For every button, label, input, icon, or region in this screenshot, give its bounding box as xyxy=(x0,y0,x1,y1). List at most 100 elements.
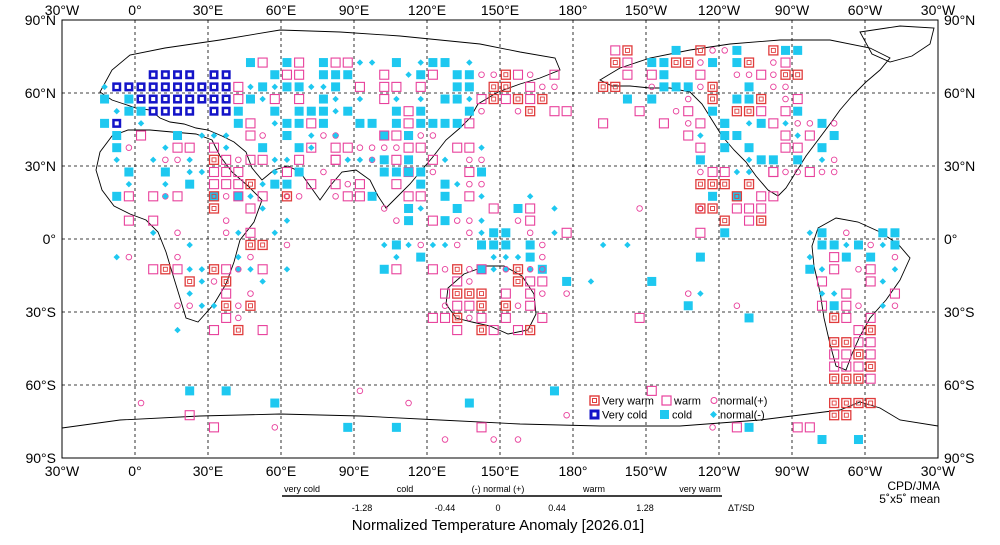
top-longitude-label: 30°W xyxy=(45,2,80,18)
very-warm-marker xyxy=(670,57,682,68)
warm-marker xyxy=(695,118,706,129)
cold-marker xyxy=(732,45,742,55)
normal-minus-marker xyxy=(186,168,193,176)
normal-minus-marker xyxy=(247,193,254,200)
warm-marker xyxy=(148,191,159,202)
normal-plus-marker xyxy=(441,302,449,310)
warm-marker xyxy=(354,191,365,202)
normal-minus-marker xyxy=(308,132,315,139)
very-warm-marker xyxy=(257,239,268,251)
warm-marker xyxy=(829,264,840,275)
warm-marker xyxy=(379,93,390,105)
normal-plus-marker xyxy=(466,266,473,273)
scale-category-cold: cold xyxy=(397,484,414,494)
very-warm-marker xyxy=(208,191,220,202)
warm-marker xyxy=(695,142,706,153)
normal-plus-marker xyxy=(405,399,412,407)
cold-marker xyxy=(294,82,304,92)
normal-minus-marker xyxy=(308,144,315,151)
warm-marker xyxy=(841,300,852,311)
normal-minus-marker xyxy=(332,108,339,115)
normal-plus-marker xyxy=(344,180,352,188)
normal-plus-marker xyxy=(441,266,449,273)
warm-marker xyxy=(598,118,609,129)
normal-minus-marker xyxy=(441,156,449,164)
very-cold-marker-inner xyxy=(151,84,156,89)
normal-minus-marker xyxy=(393,253,400,261)
warm-marker xyxy=(221,166,232,178)
normal-plus-marker xyxy=(186,302,193,310)
warm-marker xyxy=(804,166,815,178)
normal-minus-marker xyxy=(368,59,376,66)
warm-marker xyxy=(123,215,134,226)
very-warm-marker xyxy=(683,57,694,68)
warm-marker xyxy=(233,179,244,190)
normal-minus-marker xyxy=(308,83,315,91)
very-warm-marker xyxy=(743,57,755,68)
warm-marker xyxy=(561,106,572,117)
warm-marker xyxy=(792,422,803,433)
warm-marker xyxy=(476,93,487,105)
warm-marker xyxy=(403,142,414,153)
warm-marker xyxy=(452,325,463,336)
normal-plus-marker xyxy=(782,95,789,103)
scale-tick-4: 0.44 xyxy=(548,503,566,513)
warm-marker xyxy=(743,203,755,214)
normal-plus-marker xyxy=(526,266,534,273)
bottom-longitude-label: 120°W xyxy=(698,463,741,479)
very-warm-marker xyxy=(768,45,779,56)
warm-marker xyxy=(853,361,864,372)
cold-marker xyxy=(489,228,499,238)
warm-marker xyxy=(123,191,134,202)
very-warm-marker xyxy=(610,81,621,93)
warm-marker xyxy=(439,288,451,299)
warm-marker xyxy=(865,337,876,348)
cold-marker xyxy=(379,131,389,141)
cold-marker xyxy=(440,58,450,68)
very-warm-marker-inner xyxy=(479,327,484,333)
warm-marker xyxy=(221,179,232,190)
cold-marker xyxy=(793,45,803,55)
cold-marker xyxy=(173,131,183,141)
scale-category-normal: (-) normal (+) xyxy=(472,484,525,494)
cold-marker xyxy=(282,179,292,189)
cold-marker xyxy=(100,94,110,104)
cold-marker xyxy=(744,94,754,104)
very-warm-marker-inner xyxy=(868,400,874,406)
normal-minus-marker xyxy=(478,229,485,236)
very-cold-marker-inner xyxy=(175,84,180,89)
normal-minus-marker xyxy=(186,266,193,273)
cold-marker xyxy=(756,155,766,165)
very-warm-marker xyxy=(756,93,767,105)
normal-minus-marker xyxy=(162,144,169,151)
cold-marker xyxy=(270,179,280,189)
normal-minus-marker xyxy=(733,168,741,176)
normal-minus-marker xyxy=(466,59,473,66)
very-cold-marker-inner xyxy=(151,72,156,77)
very-warm-marker xyxy=(841,397,852,409)
warm-marker xyxy=(488,325,499,336)
very-warm-marker-inner xyxy=(856,351,861,357)
very-warm-marker xyxy=(208,203,220,214)
cold-marker xyxy=(683,82,693,92)
cold-marker xyxy=(404,131,414,141)
cold-marker xyxy=(294,167,304,177)
cold-marker xyxy=(209,191,219,201)
normal-minus-marker xyxy=(283,156,291,164)
normal-plus-marker xyxy=(393,144,400,151)
normal-minus-marker xyxy=(429,241,437,249)
very-warm-marker xyxy=(208,154,220,165)
warm-marker xyxy=(245,227,256,238)
warm-marker xyxy=(427,215,438,226)
normal-minus-marker xyxy=(113,108,120,115)
warm-marker xyxy=(525,288,536,299)
warm-marker xyxy=(452,300,463,311)
cold-marker xyxy=(100,118,110,128)
very-warm-marker-inner xyxy=(673,60,679,66)
very-cold-marker-inner xyxy=(212,97,216,102)
normal-minus-marker xyxy=(587,278,595,285)
cold-marker xyxy=(708,106,718,116)
normal-minus-marker xyxy=(235,266,242,273)
cold-marker xyxy=(452,82,462,92)
very-warm-marker xyxy=(841,337,852,348)
